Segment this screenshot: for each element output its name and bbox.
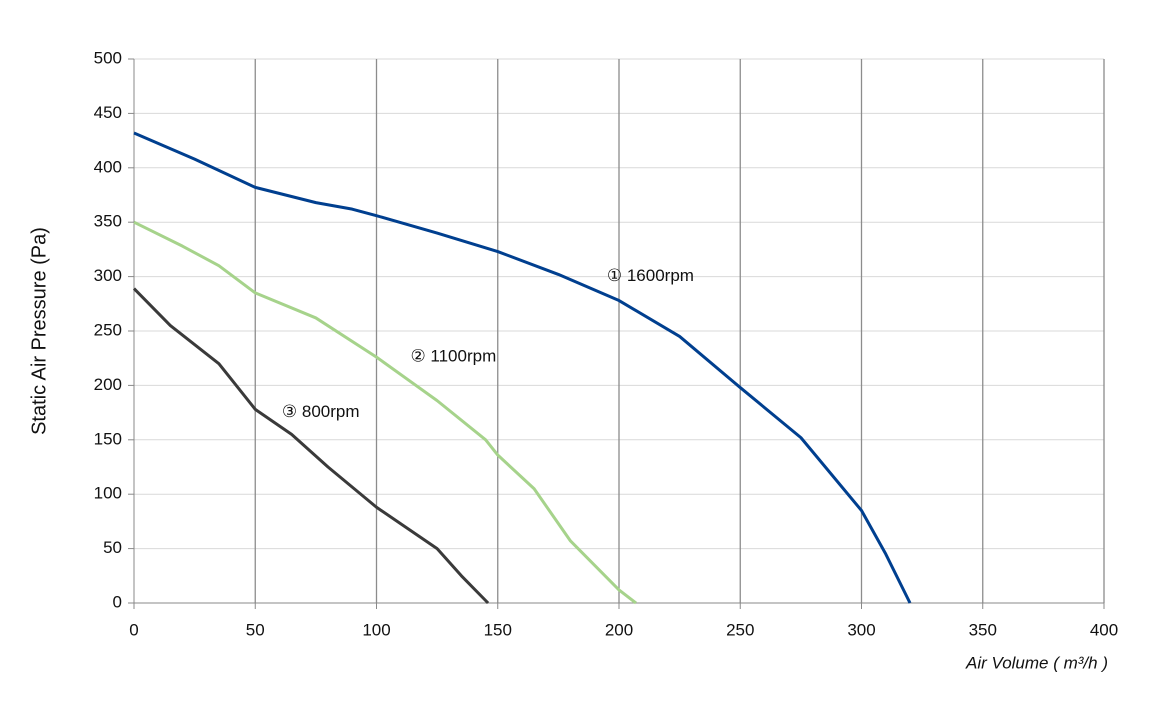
y-tick-label: 150 <box>94 429 122 448</box>
x-tick-label: 0 <box>129 620 138 639</box>
y-tick-label: 450 <box>94 103 122 122</box>
x-tick-label: 400 <box>1090 620 1118 639</box>
x-axis-label: Air Volume ( m³/h ) <box>965 653 1108 672</box>
x-tick-label: 150 <box>484 620 512 639</box>
y-tick-label: 350 <box>94 212 122 231</box>
y-tick-label: 200 <box>94 375 122 394</box>
series-line <box>132 287 490 605</box>
x-tick-label: 200 <box>605 620 633 639</box>
y-tick-label: 250 <box>94 320 122 339</box>
y-axis-label: Static Air Pressure (Pa) <box>28 227 50 435</box>
series-label: ② 1100rpm <box>410 347 496 366</box>
x-tick-label: 250 <box>726 620 754 639</box>
series-label: ③ 800rpm <box>282 402 360 421</box>
y-tick-label: 300 <box>94 266 122 285</box>
y-tick-label: 500 <box>94 48 122 67</box>
x-tick-label: 300 <box>847 620 875 639</box>
series-line <box>133 220 637 605</box>
x-tick-label: 100 <box>362 620 390 639</box>
y-tick-label: 100 <box>94 484 122 503</box>
x-tick-label: 350 <box>969 620 997 639</box>
y-tick-label: 400 <box>94 157 122 176</box>
y-tick-label: 0 <box>113 592 122 611</box>
series-label: ① 1600rpm <box>607 266 694 285</box>
x-tick-label: 50 <box>246 620 265 639</box>
series-line <box>133 131 912 604</box>
y-tick-label: 50 <box>103 538 122 557</box>
